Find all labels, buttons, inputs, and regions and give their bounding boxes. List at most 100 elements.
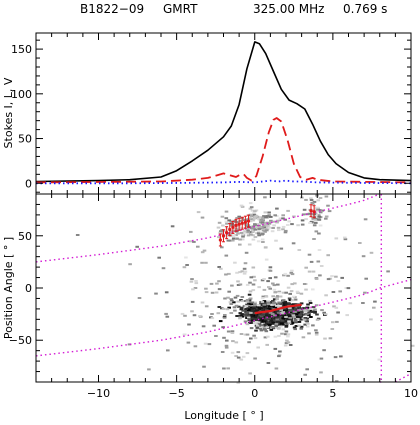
pa-density-pixel (271, 300, 275, 303)
pa-density-pixel (272, 220, 276, 223)
pa-density-pixel (274, 239, 278, 242)
pa-density-pixel (249, 213, 253, 216)
pa-density-pixel (284, 330, 289, 333)
stokes-solid-line (35, 41, 412, 183)
pa-density-pixel (189, 230, 193, 233)
pa-density-pixel (345, 314, 349, 317)
pa-density-pixel (323, 337, 327, 340)
pa-density-pixel (266, 335, 270, 338)
pa-density-pixel (228, 239, 233, 242)
y-tick-label: 150 (11, 43, 32, 56)
pa-density-pixel (245, 323, 250, 326)
pa-density-pixel (75, 234, 80, 236)
pa-density-pixel (258, 220, 263, 223)
pa-density-pixel (253, 236, 258, 238)
pa-density-pixel (291, 321, 295, 324)
pa-density-pixel (293, 298, 298, 301)
pa-density-pixel (272, 224, 276, 227)
pa-density-pixel (223, 234, 228, 237)
pa-density-pixel (287, 322, 292, 324)
pa-density-pixel (264, 330, 269, 333)
pa-density-pixel (225, 308, 230, 311)
pa-density-pixel (326, 278, 331, 281)
pa-density-pixel (200, 261, 204, 264)
pa-density-pixel (271, 282, 275, 285)
pa-density-pixel (263, 230, 267, 233)
pa-density-pixel (267, 315, 272, 318)
pa-density-pixel (274, 367, 279, 370)
pa-point (246, 219, 251, 223)
pa-density-pixel (236, 280, 240, 283)
pa-density-pixel (323, 313, 328, 316)
pa-density-pixel (259, 216, 263, 219)
pa-density-pixel (238, 317, 242, 320)
pa-density-pixel (293, 317, 298, 320)
pa-density-pixel (229, 298, 234, 301)
pa-density-pixel (226, 296, 230, 299)
pa-density-pixel (239, 204, 244, 207)
pa-density-pixel (202, 249, 207, 252)
pa-density-pixel (245, 227, 250, 230)
pa-density-pixel (255, 308, 260, 311)
pa-density-pixel (265, 308, 269, 311)
pa-density-pixel (165, 315, 170, 318)
pa-density-pixel (147, 368, 151, 371)
pa-density-pixel (305, 317, 310, 320)
pa-density-pixel (198, 315, 202, 318)
pa-density-pixel (307, 332, 311, 335)
pa-density-pixel (219, 230, 223, 233)
pa-density-pixel (239, 306, 244, 309)
y-tick-label: 0 (25, 282, 32, 295)
pa-density-pixel (301, 336, 306, 339)
pa-density-pixel (300, 219, 305, 222)
pa-density-pixel (268, 323, 272, 326)
pa-density-pixel (299, 325, 304, 328)
pa-density-pixel (275, 304, 279, 307)
pa-density-pixel (306, 322, 310, 325)
pa-density-pixel (271, 295, 275, 298)
pa-density-pixel (254, 329, 258, 332)
pa-density-pixel (204, 261, 208, 264)
pa-density-pixel (284, 291, 288, 294)
pa-density-pixel (268, 320, 273, 323)
pa-density-pixel (256, 232, 261, 235)
pa-density-pixel (265, 311, 270, 314)
bottom-panel-frame (35, 193, 412, 383)
pa-density-pixel (272, 301, 277, 304)
pa-density-pixel (250, 313, 254, 315)
pa-density-pixel (255, 317, 259, 319)
pa-density-pixel (315, 313, 319, 316)
pa-density-pixel (288, 307, 292, 309)
pa-density-pixel (261, 319, 265, 322)
pa-density-pixel (267, 305, 272, 308)
x-tick-label: −5 (169, 387, 185, 400)
pa-density-pixel (308, 302, 313, 304)
pa-density-pixel (248, 321, 252, 324)
pa-density-pixel (193, 345, 198, 348)
pa-track (254, 303, 302, 315)
pa-density-pixel (253, 318, 257, 321)
pa-density-pixel (291, 309, 296, 312)
pa-density-pixel (309, 307, 313, 310)
pa-density-pixel (204, 291, 209, 294)
pa-density-pixel (263, 336, 268, 339)
pa-density-pixel (217, 288, 222, 291)
pa-density-pixel (257, 223, 261, 225)
pa-density-pixel (244, 223, 249, 226)
pa-density-pixel (301, 213, 306, 216)
pa-density-pixel (305, 368, 309, 371)
pa-density-pixel (290, 273, 295, 276)
pa-density-pixel (230, 284, 234, 287)
pa-density-pixel (268, 277, 272, 280)
pa-density-pixel (250, 228, 255, 231)
pa-density-pixel (335, 320, 339, 323)
pa-density-pixel (314, 277, 319, 280)
pa-density-pixel (267, 307, 271, 310)
y-tick-label: −50 (9, 334, 32, 347)
pa-density-pixel (257, 234, 261, 237)
pa-density-pixel (292, 295, 296, 298)
pa-density-pixel (369, 318, 373, 321)
pa-density-pixel (251, 234, 255, 237)
y-tick-label: 50 (18, 133, 32, 146)
pa-density-pixel (261, 219, 265, 222)
